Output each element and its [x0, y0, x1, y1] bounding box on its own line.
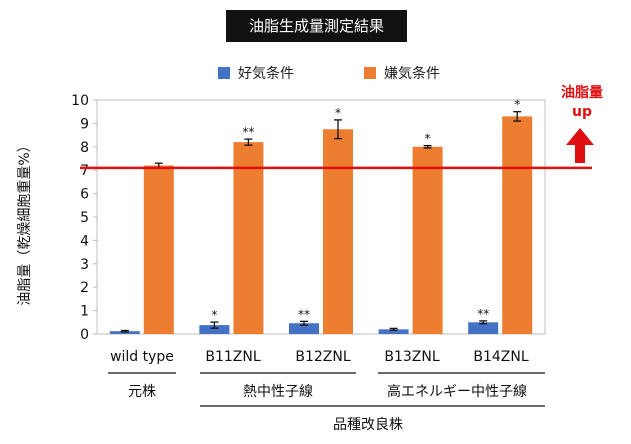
x-tick-b11znl: B11ZNL: [205, 349, 261, 365]
y-tick-label: 4: [80, 233, 89, 249]
legend-swatch-aerobic: [218, 67, 230, 79]
bar-aerobic: [289, 323, 319, 334]
x-tick-wild-type: wild type: [110, 349, 174, 365]
y-tick-label: 1: [80, 304, 89, 320]
significance-mark: *: [425, 132, 431, 146]
significance-mark: *: [514, 98, 520, 112]
annotation-label: 油脂量 up: [554, 84, 610, 122]
significance-mark: **: [242, 125, 254, 139]
legend-item-aerobic: 好気条件: [218, 63, 294, 83]
y-tick-label: 8: [80, 140, 89, 156]
group-label-wild: 元株: [128, 384, 156, 400]
y-tick-label: 9: [80, 116, 89, 132]
y-tick-label: 6: [80, 187, 89, 203]
group-label-improved: 品種改良株: [333, 417, 403, 433]
bar-aerobic: [378, 329, 409, 334]
significance-mark: **: [477, 307, 489, 321]
bar-aerobic: [468, 322, 499, 334]
legend-item-anaerobic: 嫌気条件: [364, 63, 440, 83]
x-tick-b12znl: B12ZNL: [295, 349, 351, 365]
y-tick-label: 5: [80, 210, 89, 226]
x-tick-b14znl: B14ZNL: [473, 349, 529, 365]
bar-anaerobic: [502, 116, 533, 334]
group-label-heat: 熱中性子線: [243, 384, 313, 400]
bar-anaerobic: [323, 129, 353, 334]
up-arrow-icon: [566, 128, 594, 163]
y-tick-label: 0: [80, 327, 89, 343]
y-tick-label: 2: [80, 280, 89, 296]
annotation-line-2: up: [572, 104, 592, 120]
group-label-ion: 高エネルギー中性子線: [387, 384, 527, 400]
y-tick-label: 3: [80, 257, 89, 273]
bar-anaerobic: [233, 142, 264, 334]
bar-anaerobic: [412, 146, 443, 334]
y-tick-label: 7: [80, 163, 89, 179]
x-tick-b13znl: B13ZNL: [384, 349, 440, 365]
legend-label-anaerobic: 嫌気条件: [384, 66, 440, 82]
bar-aerobic: [109, 331, 140, 334]
legend-swatch-anaerobic: [364, 67, 376, 79]
chart-title: 油脂生成量測定結果: [226, 10, 407, 42]
significance-mark: *: [211, 308, 217, 322]
bar-anaerobic: [143, 165, 174, 334]
bar-aerobic: [199, 325, 230, 334]
y-tick-label: 10: [71, 93, 89, 109]
significance-mark: *: [335, 106, 341, 120]
annotation-line-1: 油脂量: [561, 85, 603, 101]
significance-mark: **: [298, 307, 310, 321]
legend-label-aerobic: 好気条件: [238, 66, 294, 82]
